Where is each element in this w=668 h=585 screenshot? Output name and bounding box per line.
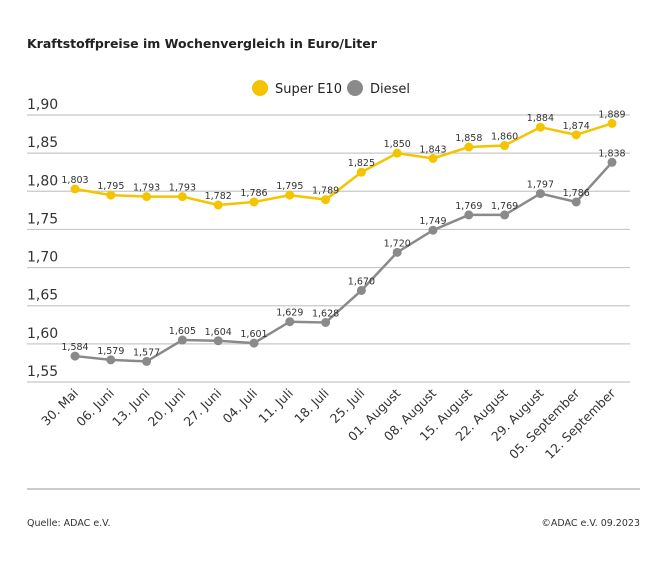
series-line-0 xyxy=(74,122,613,207)
data-label: 1,769 xyxy=(455,201,482,212)
data-point xyxy=(285,317,295,327)
data-label: 1,628 xyxy=(312,308,339,319)
x-tick-label: 30. Mai xyxy=(38,386,81,429)
data-label: 1,793 xyxy=(133,183,160,194)
copyright-note: ©ADAC e.V. 09.2023 xyxy=(541,518,640,529)
data-label: 1,605 xyxy=(169,326,196,337)
data-point xyxy=(356,167,366,177)
y-tick-label: 1,90 xyxy=(27,97,58,113)
data-point xyxy=(500,210,510,220)
data-label: 1,786 xyxy=(563,188,590,199)
x-tick-label: 13. Juni xyxy=(109,386,153,430)
data-point xyxy=(177,335,187,345)
data-point xyxy=(321,195,331,205)
data-point xyxy=(106,190,116,200)
x-tick-label: 20. Juni xyxy=(145,386,189,430)
data-point xyxy=(535,189,545,199)
data-label: 1,795 xyxy=(97,181,124,192)
legend-marker xyxy=(347,80,363,96)
data-point xyxy=(213,336,223,346)
data-point xyxy=(70,351,80,361)
chart-title: Kraftstoffpreise im Wochenvergleich in E… xyxy=(27,36,378,51)
data-label: 1,825 xyxy=(348,158,375,169)
x-tick-label: 18. Juli xyxy=(291,386,332,427)
data-point xyxy=(607,118,617,128)
data-label: 1,874 xyxy=(563,121,590,132)
data-label: 1,803 xyxy=(61,175,88,186)
data-label: 1,889 xyxy=(598,109,625,120)
data-label: 1,601 xyxy=(240,329,267,340)
x-tick-label: 06. Juni xyxy=(73,386,117,430)
data-point xyxy=(464,142,474,152)
data-label: 1,577 xyxy=(133,347,160,358)
x-tick-label: 27. Juni xyxy=(181,386,225,430)
y-tick-label: 1,80 xyxy=(27,173,58,189)
data-label: 1,720 xyxy=(384,238,411,249)
data-label: 1,786 xyxy=(240,188,267,199)
y-tick-label: 1,70 xyxy=(27,250,58,266)
data-label: 1,629 xyxy=(276,308,303,319)
data-point xyxy=(428,153,438,163)
data-label: 1,769 xyxy=(491,201,518,212)
y-tick-label: 1,85 xyxy=(27,135,58,151)
legend-label: Diesel xyxy=(370,82,410,97)
data-point xyxy=(392,148,402,158)
source-note: Quelle: ADAC e.V. xyxy=(27,518,110,529)
data-point xyxy=(428,225,438,235)
y-tick-label: 1,75 xyxy=(27,211,58,227)
data-point xyxy=(571,130,581,140)
data-point xyxy=(571,197,581,207)
data-point xyxy=(607,157,617,167)
y-tick-label: 1,55 xyxy=(27,364,58,380)
data-label: 1,579 xyxy=(97,346,124,357)
legend-marker xyxy=(252,80,268,96)
data-label: 1,782 xyxy=(205,191,232,202)
y-tick-label: 1,60 xyxy=(27,326,58,342)
data-label: 1,749 xyxy=(419,216,446,227)
data-point xyxy=(392,247,402,257)
data-point xyxy=(500,141,510,151)
data-label: 1,850 xyxy=(384,139,411,150)
data-point xyxy=(356,285,366,295)
data-point xyxy=(142,192,152,202)
data-point xyxy=(285,190,295,200)
data-point xyxy=(249,338,259,348)
data-point xyxy=(106,355,116,365)
data-point xyxy=(70,184,80,194)
data-label: 1,795 xyxy=(276,181,303,192)
data-label: 1,797 xyxy=(527,180,554,191)
legend-label: Super E10 xyxy=(275,82,342,97)
data-label: 1,838 xyxy=(598,148,625,159)
data-point xyxy=(142,356,152,366)
data-point xyxy=(464,210,474,220)
data-label: 1,884 xyxy=(527,113,554,124)
data-point xyxy=(177,192,187,202)
x-tick-label: 11. Juli xyxy=(255,386,296,427)
data-point xyxy=(321,317,331,327)
series-line-1 xyxy=(74,161,613,363)
data-point xyxy=(249,197,259,207)
data-label: 1,793 xyxy=(169,183,196,194)
data-point xyxy=(535,122,545,132)
data-label: 1,860 xyxy=(491,132,518,143)
x-tick-label: 04. Juli xyxy=(220,386,261,427)
data-point xyxy=(213,200,223,210)
data-label: 1,858 xyxy=(455,133,482,144)
data-label: 1,584 xyxy=(61,342,88,353)
data-label: 1,843 xyxy=(419,144,446,155)
data-label: 1,604 xyxy=(205,327,232,338)
data-label: 1,670 xyxy=(348,276,375,287)
data-label: 1,789 xyxy=(312,186,339,197)
y-tick-label: 1,65 xyxy=(27,288,58,304)
